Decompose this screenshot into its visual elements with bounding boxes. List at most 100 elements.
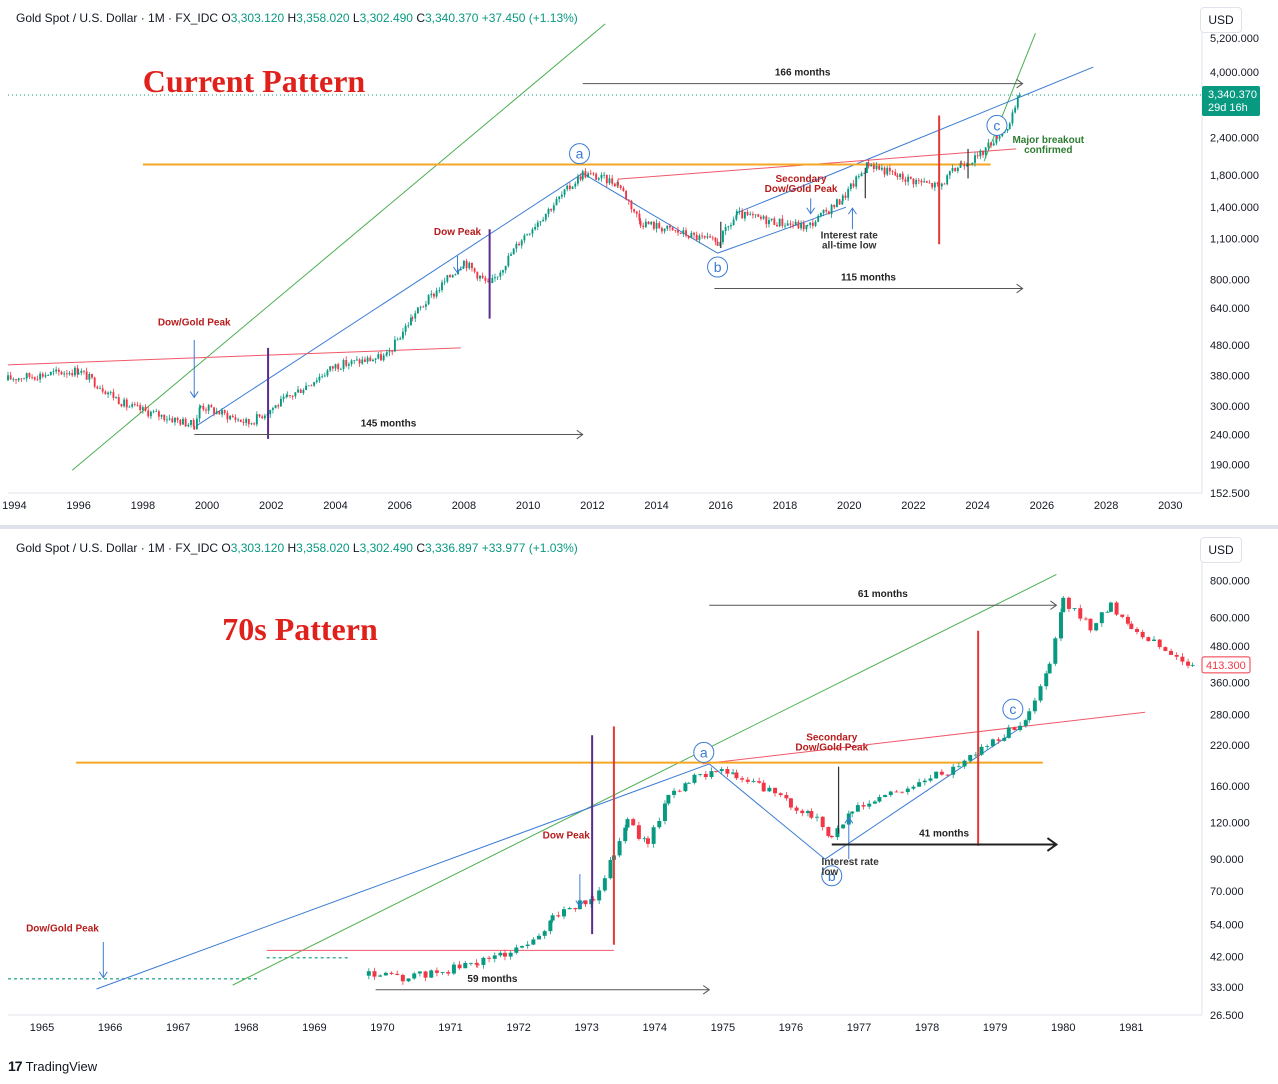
candle (682, 227, 685, 237)
annotation-line: all-time low (822, 240, 877, 251)
candle-body (49, 371, 52, 375)
candle-body (144, 407, 147, 411)
candle-body (605, 174, 608, 184)
candle (193, 424, 196, 430)
y-tick-label: 300.000 (1210, 401, 1250, 413)
candle (1044, 670, 1049, 690)
candle-body (814, 221, 817, 226)
candle (784, 791, 789, 801)
candle (47, 374, 50, 376)
candle-body (36, 379, 39, 381)
candle-body (703, 236, 706, 238)
candle (982, 150, 984, 158)
candle (171, 416, 174, 423)
candle (946, 173, 949, 186)
candle-body (931, 183, 934, 188)
candle (57, 367, 60, 376)
candle-body (518, 243, 520, 246)
candle (805, 809, 810, 817)
candle-body (520, 946, 524, 948)
chart-canvas-current[interactable]: 5,200.000 4,000.000 2,400.000 1,800.000 1,40… (0, 0, 1278, 524)
candle-body (934, 771, 939, 779)
candle (255, 411, 258, 427)
chart-canvas-70s[interactable]: 800.000 600.000 480.000 360.000 280.000 220.0… (0, 530, 1278, 1050)
change-value: +37.450 (+1.13%) (481, 11, 578, 25)
candle-body (984, 147, 987, 155)
candle (542, 216, 545, 222)
candle-body (76, 367, 79, 375)
candle-body (608, 859, 613, 879)
candle-body (666, 794, 671, 804)
candle (976, 152, 979, 159)
candle (698, 773, 703, 777)
candle-body (652, 221, 655, 229)
candle-body (152, 411, 155, 413)
candle (778, 792, 783, 797)
candle (422, 305, 425, 308)
pane-divider[interactable] (0, 525, 1278, 529)
down-arrow-head (453, 266, 462, 274)
y-tick-label: 240.000 (1210, 430, 1250, 442)
candle-body (1066, 597, 1071, 609)
candle-body (250, 423, 253, 425)
candle (73, 365, 76, 377)
candle (190, 420, 192, 428)
candle-body (462, 266, 465, 269)
chart-panel-70s[interactable]: 800.000 600.000 480.000 360.000 280.000 220.0… (0, 530, 1278, 1050)
candle-body (714, 237, 717, 242)
candle (475, 962, 480, 968)
currency-button[interactable]: USD (1200, 7, 1242, 33)
y-tick-label: 480.000 (1210, 340, 1250, 352)
candle-body (190, 420, 192, 425)
candle (115, 396, 118, 400)
x-tick-label: 1968 (234, 1022, 258, 1034)
candle (825, 207, 828, 214)
candle (672, 788, 677, 799)
candle-body (247, 418, 250, 425)
candle (761, 779, 766, 792)
candle (323, 372, 326, 378)
candle-body (179, 419, 182, 425)
candle (374, 357, 377, 364)
candle (504, 265, 507, 274)
pattern-title: 70s Pattern (222, 611, 378, 647)
candle (468, 261, 471, 270)
wave-label-a: a (700, 744, 708, 760)
candle-body (645, 838, 650, 844)
candle (77, 369, 80, 375)
currency-button[interactable]: USD (1200, 537, 1242, 563)
candle (605, 174, 608, 188)
wave-label-a: a (576, 146, 584, 162)
candle (279, 395, 282, 407)
candle-body (210, 405, 213, 408)
candle-body (622, 188, 625, 192)
candle (406, 978, 411, 983)
x-tick-label: 1967 (166, 1022, 190, 1034)
candle (44, 372, 47, 379)
candle (41, 372, 44, 379)
candle (499, 270, 502, 281)
x-tick-label: 1980 (1051, 1022, 1075, 1034)
candle-body (905, 788, 910, 793)
candle-body (229, 415, 232, 420)
candle (494, 273, 496, 282)
candle-body (820, 816, 825, 828)
candle (979, 744, 984, 756)
candle (589, 170, 592, 175)
candle (366, 355, 369, 364)
candle-body (556, 915, 561, 917)
candle (39, 371, 42, 383)
candle (608, 857, 613, 880)
candle-body (581, 171, 584, 180)
candle-body (459, 268, 462, 271)
candle (996, 737, 1001, 744)
y-tick-label: 1,100.000 (1210, 233, 1259, 245)
chart-panel-current[interactable]: 5,200.000 4,000.000 2,400.000 1,800.000 1,40… (0, 0, 1278, 524)
candle (282, 393, 285, 403)
candle-body (507, 255, 510, 266)
candle (534, 223, 537, 231)
measure-label: 61 months (858, 589, 908, 600)
candle (487, 955, 492, 963)
candle (353, 360, 356, 365)
candle (815, 813, 820, 822)
